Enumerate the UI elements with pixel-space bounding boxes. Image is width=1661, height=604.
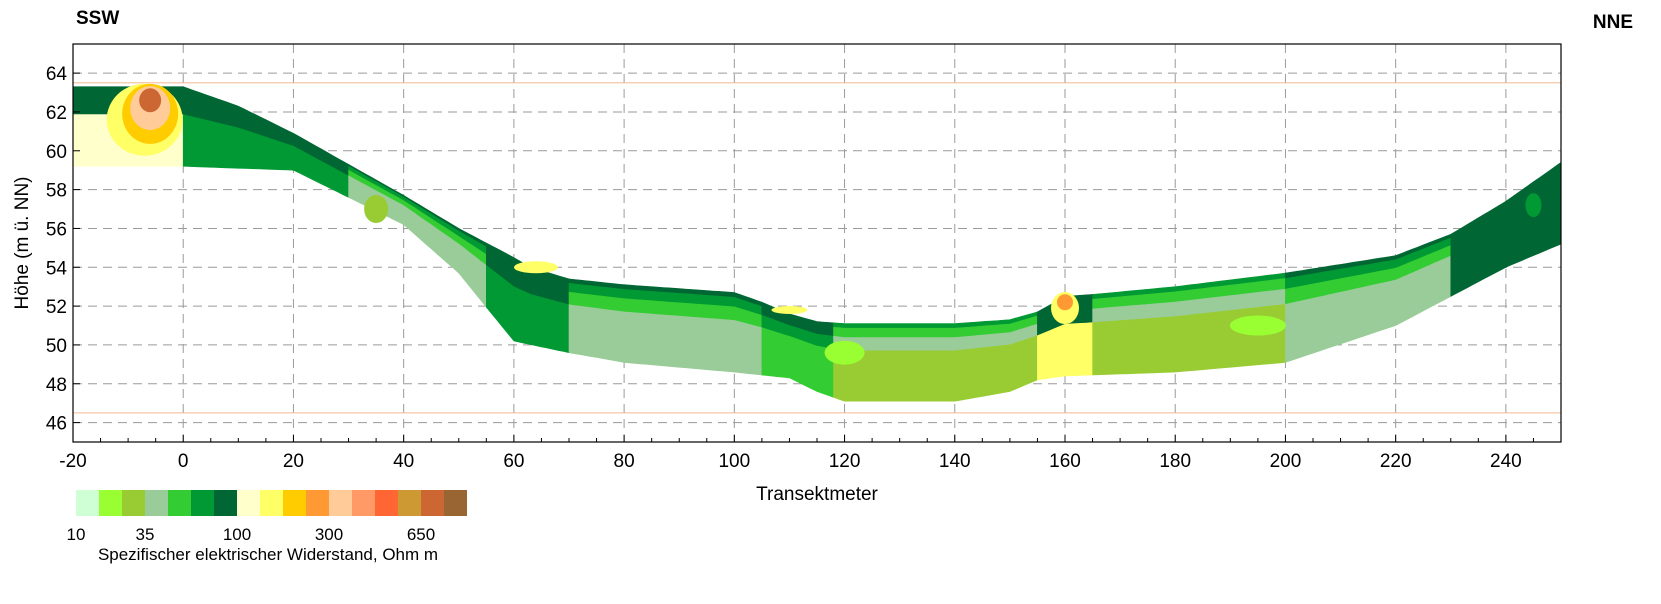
colorbar-swatch — [237, 490, 260, 516]
colorbar-swatch — [306, 490, 329, 516]
y-tick-label: 52 — [46, 297, 67, 318]
x-tick-label: 100 — [718, 451, 750, 472]
resistivity-anomaly — [1229, 315, 1286, 336]
colorbar-swatch — [398, 490, 421, 516]
colorbar-swatch — [352, 490, 375, 516]
x-tick-label: 140 — [939, 451, 971, 472]
x-tick-label: 200 — [1270, 451, 1302, 472]
x-tick-label: 20 — [283, 451, 304, 472]
resistivity-band — [1450, 190, 1561, 297]
y-axis-ticks: 46 48 50 52 54 56 58 60 62 64 — [46, 64, 80, 435]
y-tick-label: 46 — [46, 414, 67, 435]
colorbar-tick-label: 300 — [315, 525, 343, 544]
direction-label-nne: NNE — [1592, 12, 1633, 33]
x-tick-label: 60 — [503, 451, 524, 472]
colorbar-swatch — [444, 490, 467, 516]
resistivity-anomaly — [1057, 294, 1073, 311]
y-tick-label: 48 — [46, 375, 67, 396]
colorbar-swatch — [191, 490, 214, 516]
x-tick-label: 120 — [829, 451, 861, 472]
x-tick-label: 240 — [1490, 451, 1522, 472]
colorbar-swatch — [260, 490, 283, 516]
colorbar-tick-label: 100 — [223, 525, 251, 544]
y-tick-label: 50 — [46, 336, 67, 357]
x-axis-title: Transektmeter — [756, 484, 878, 505]
x-tick-label: 80 — [614, 451, 635, 472]
x-tick-label: -20 — [59, 451, 86, 472]
colorbar-swatch — [214, 490, 237, 516]
colorbar: 10 35 100 300 650 — [67, 490, 467, 544]
colorbar-swatch — [329, 490, 352, 516]
colorbar-swatch — [283, 490, 306, 516]
direction-label-ssw: SSW — [76, 8, 120, 29]
colorbar-swatch — [76, 490, 99, 516]
y-tick-label: 58 — [46, 181, 67, 202]
x-tick-label: 180 — [1159, 451, 1191, 472]
colorbar-swatch — [421, 490, 444, 516]
resistivity-section — [73, 83, 1561, 402]
colorbar-tick-label: 650 — [407, 525, 435, 544]
x-tick-label: 220 — [1380, 451, 1412, 472]
y-tick-label: 60 — [46, 142, 67, 163]
colorbar-tick-label: 35 — [136, 525, 155, 544]
resistivity-anomaly — [1525, 193, 1542, 218]
colorbar-tick-label: 10 — [67, 525, 86, 544]
colorbar-swatch — [145, 490, 168, 516]
x-tick-label: 160 — [1049, 451, 1081, 472]
x-tick-label: 0 — [178, 451, 189, 472]
resistivity-anomaly — [771, 305, 808, 314]
colorbar-swatch — [122, 490, 145, 516]
x-tick-label: 40 — [393, 451, 414, 472]
resistivity-anomaly — [824, 340, 865, 365]
y-tick-label: 64 — [46, 64, 68, 85]
resistivity-anomaly — [513, 261, 558, 274]
resistivity-anomaly — [364, 195, 389, 224]
y-tick-label: 54 — [46, 258, 68, 279]
colorbar-swatch — [168, 490, 191, 516]
y-tick-label: 62 — [46, 103, 67, 124]
colorbar-swatch — [99, 490, 122, 516]
resistivity-anomaly — [139, 88, 162, 113]
y-tick-label: 56 — [46, 219, 67, 240]
colorbar-swatch — [375, 490, 398, 516]
colorbar-title: Spezifischer elektrischer Widerstand, Oh… — [98, 545, 438, 564]
y-axis-title: Höhe (m ü. NN) — [12, 176, 33, 309]
x-axis-ticks: -20 0 20 40 60 80 100 120 140 160 180 200 220 240 — [59, 435, 1562, 472]
